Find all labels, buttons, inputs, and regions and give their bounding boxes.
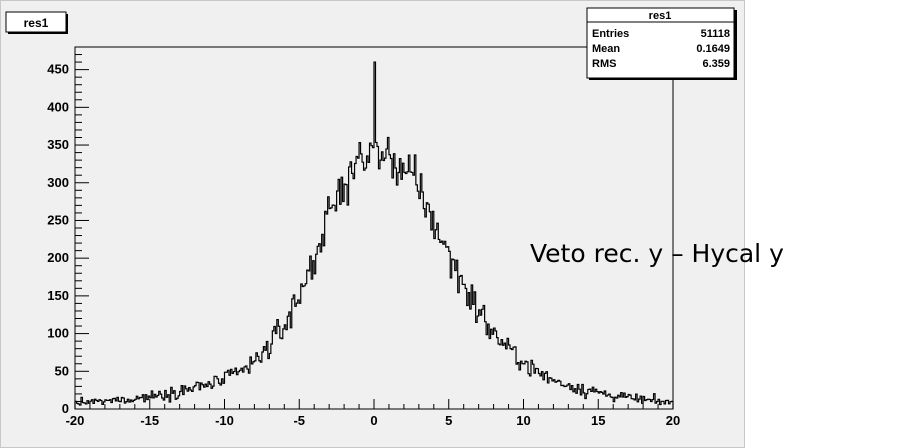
axis-annotation: Veto rec. y – Hycal y [530, 239, 784, 268]
chart-title: res1 [24, 16, 49, 30]
x-tick-label: -10 [215, 413, 234, 428]
stats-entries-label: Entries [592, 28, 629, 40]
stats-rms-value: 6.359 [702, 58, 730, 70]
y-tick-label: 300 [47, 175, 69, 190]
x-tick-label: -15 [140, 413, 159, 428]
y-tick-label: 150 [47, 288, 69, 303]
axes: -20 -15 -10 -5 0 5 10 15 20050100150200250300350… [47, 46, 680, 428]
x-tick-label: -20 [66, 413, 85, 428]
y-tick-label: 250 [47, 212, 69, 227]
x-tick-label: 5 [445, 413, 452, 428]
stats-box-title: res1 [649, 10, 672, 22]
y-tick-label: 100 [47, 326, 69, 341]
histogram-series [74, 61, 674, 409]
y-tick-label: 200 [47, 250, 69, 265]
histogram-line [74, 61, 674, 409]
x-tick-label: 15 [591, 413, 605, 428]
y-tick-label: 0 [62, 401, 69, 416]
x-tick-label: 10 [516, 413, 530, 428]
y-tick-label: 450 [47, 62, 69, 77]
y-tick-label: 400 [47, 99, 69, 114]
y-tick-label: 350 [47, 137, 69, 152]
stats-box: res1 Entries 51118 Mean 0.1649 RMS 6.359 [586, 7, 737, 80]
stats-rms-label: RMS [592, 58, 616, 70]
x-tick-label: 20 [666, 413, 680, 428]
title-box: res1 [5, 11, 68, 34]
stats-mean-label: Mean [592, 43, 620, 55]
x-tick-label: 0 [370, 413, 377, 428]
y-tick-label: 50 [55, 363, 69, 378]
stats-mean-value: 0.1649 [696, 43, 730, 55]
x-tick-label: -5 [293, 413, 305, 428]
stats-entries-value: 51118 [701, 28, 730, 40]
